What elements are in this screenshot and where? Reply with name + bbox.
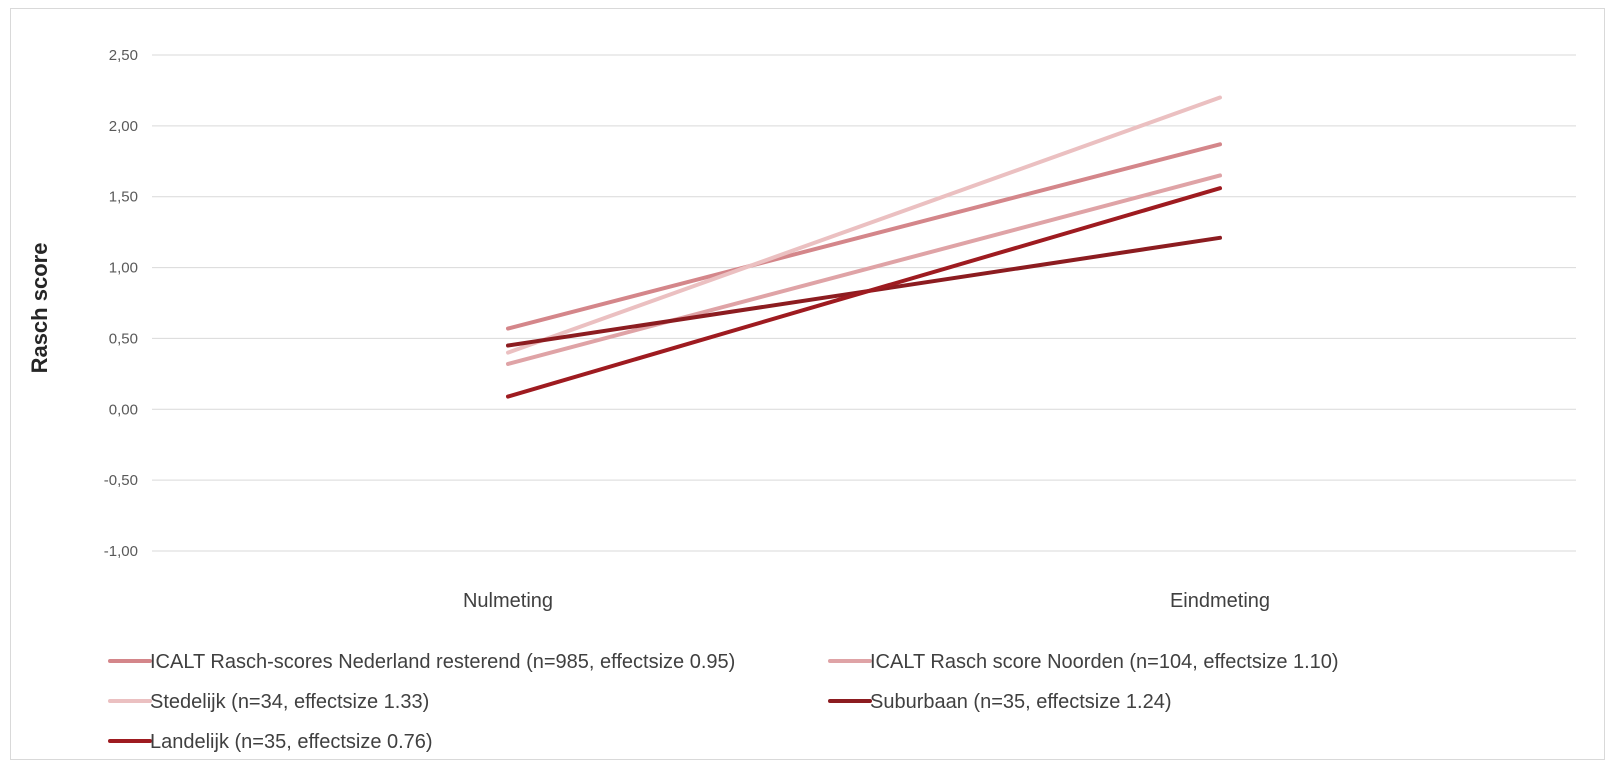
legend-entry: ICALT Rasch score Noorden (n=104, effect… (828, 651, 1339, 673)
legend-label: ICALT Rasch-scores Nederland resterend (… (150, 651, 735, 673)
series-lines (506, 95, 1222, 399)
legend-label: ICALT Rasch score Noorden (n=104, effect… (870, 651, 1339, 673)
legend-entry: Stedelijk (n=34, effectsize 1.33) (108, 691, 429, 713)
y-tick-label: 0,50 (109, 330, 138, 347)
legend: ICALT Rasch-scores Nederland resterend (… (108, 651, 1339, 753)
x-category-label: Eindmeting (1170, 590, 1270, 612)
legend-entry: ICALT Rasch-scores Nederland resterend (… (108, 651, 735, 673)
x-category-labels: Nulmeting Eindmeting (463, 590, 1270, 612)
legend-label: Stedelijk (n=34, effectsize 1.33) (150, 691, 429, 713)
legend-label: Suburbaan (n=35, effectsize 1.24) (870, 691, 1172, 713)
series-line-0 (506, 142, 1222, 331)
y-tick-label: 0,00 (109, 401, 138, 418)
y-tick-label: 2,00 (109, 118, 138, 135)
legend-label: Landelijk (n=35, effectsize 0.76) (150, 731, 433, 753)
gridlines (152, 54, 1576, 552)
x-category-label: Nulmeting (463, 590, 553, 612)
y-tick-labels: 2,50 2,00 1,50 1,00 0,50 0,00 -0,50 -1,00 (104, 47, 138, 560)
chart-frame (10, 8, 1605, 760)
y-tick-label: 1,50 (109, 189, 138, 206)
series-line-1 (506, 173, 1222, 366)
series-line-2 (506, 95, 1222, 355)
y-axis-title: Rasch score (27, 243, 52, 374)
y-tick-label: -0,50 (104, 472, 138, 489)
series-line-4 (506, 186, 1222, 399)
legend-entry: Landelijk (n=35, effectsize 0.76) (108, 731, 433, 753)
legend-entry: Suburbaan (n=35, effectsize 1.24) (828, 691, 1172, 713)
y-tick-label: -1,00 (104, 543, 138, 560)
y-tick-label: 1,00 (109, 260, 138, 277)
y-tick-label: 2,50 (109, 47, 138, 64)
